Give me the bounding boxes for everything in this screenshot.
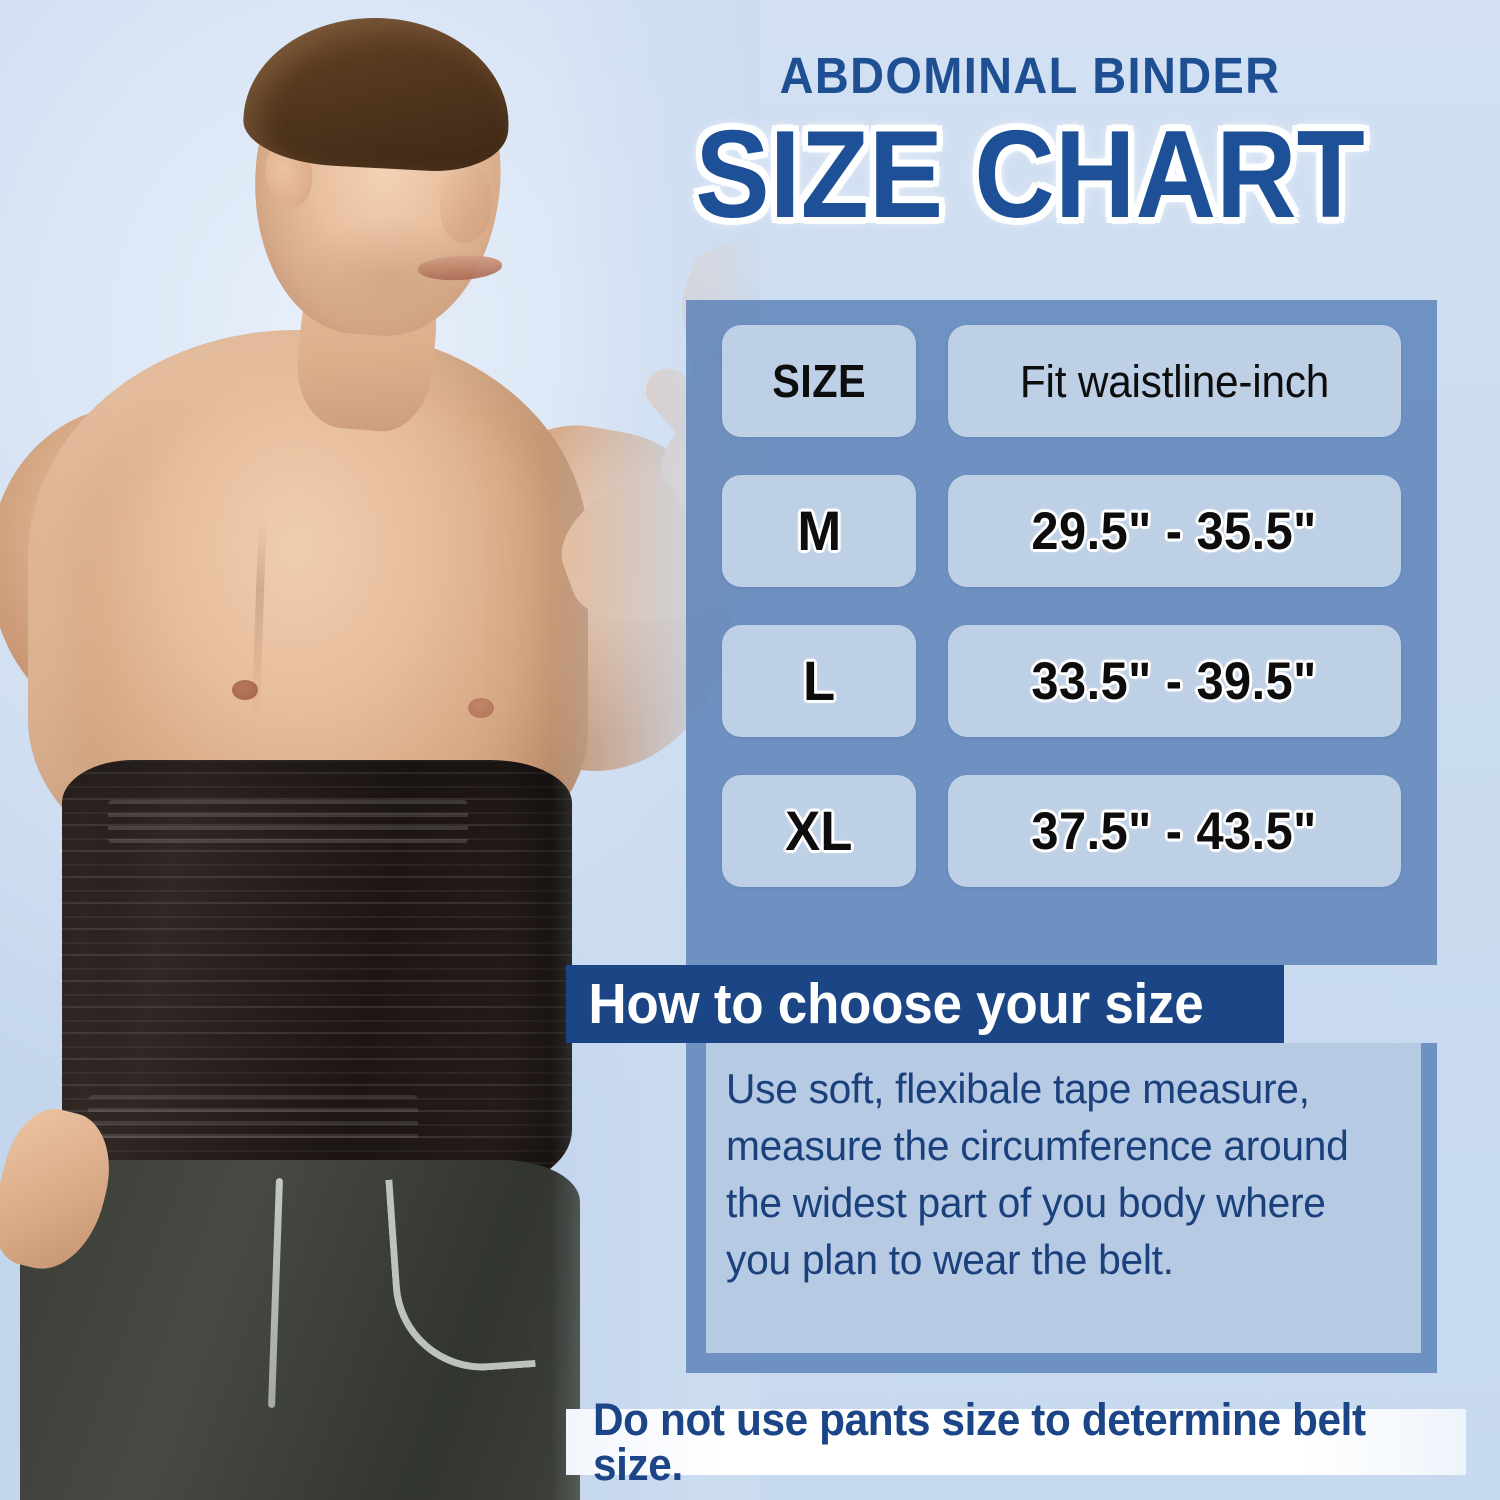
size-table-panel: SIZE Fit waistline-inch M 29.5" - 35.5" … <box>686 300 1437 965</box>
table-row: XL 37.5" - 43.5" <box>686 775 1437 887</box>
model-chest-detail-left <box>232 680 258 700</box>
size-value-xl: XL <box>785 799 853 862</box>
waistline-value-m: 29.5" - 35.5" <box>1031 501 1318 561</box>
table-header-cell-size: SIZE <box>722 325 916 437</box>
model-pants <box>20 1160 580 1500</box>
table-cell-size-m: M <box>722 475 916 587</box>
waistline-value-xl: 37.5" - 43.5" <box>1031 801 1318 861</box>
page-title: SIZE CHART <box>695 106 1365 244</box>
howto-body-text: Use soft, flexibale tape measure, measur… <box>726 1065 1349 1284</box>
footer-note-label: Do not use pants size to determine belt … <box>593 1394 1366 1490</box>
binder-top-strap <box>108 800 468 844</box>
table-cell-size-xl: XL <box>722 775 916 887</box>
table-cell-size-l: L <box>722 625 916 737</box>
eyebrow-title: ABDOMINAL BINDER <box>779 47 1281 104</box>
table-header-cell-waistline: Fit waistline-inch <box>948 325 1401 437</box>
binder-bottom-strap <box>88 1095 418 1141</box>
model-nose <box>440 165 492 243</box>
abdominal-binder-product <box>62 760 572 1190</box>
howto-heading-label: How to choose your size <box>588 971 1204 1036</box>
table-row: M 29.5" - 35.5" <box>686 475 1437 587</box>
size-table: SIZE Fit waistline-inch M 29.5" - 35.5" … <box>686 300 1437 965</box>
howto-panel <box>706 1043 1421 1353</box>
product-model-photo <box>0 0 760 1500</box>
size-value-m: M <box>797 499 841 562</box>
table-cell-waistline-l: 33.5" - 39.5" <box>948 625 1401 737</box>
model-chest-detail-right <box>468 698 494 718</box>
howto-heading-banner: How to choose your size <box>566 965 1284 1043</box>
table-header-label-waistline: Fit waistline-inch <box>1019 355 1330 407</box>
table-header-label-size: SIZE <box>772 355 866 407</box>
waistline-value-l: 33.5" - 39.5" <box>1031 651 1318 711</box>
table-header-row: SIZE Fit waistline-inch <box>686 325 1437 437</box>
table-row: L 33.5" - 39.5" <box>686 625 1437 737</box>
size-value-l: L <box>802 649 836 712</box>
table-cell-waistline-m: 29.5" - 35.5" <box>948 475 1401 587</box>
table-cell-waistline-xl: 37.5" - 43.5" <box>948 775 1401 887</box>
footer-note-strip: Do not use pants size to determine belt … <box>566 1397 1466 1487</box>
